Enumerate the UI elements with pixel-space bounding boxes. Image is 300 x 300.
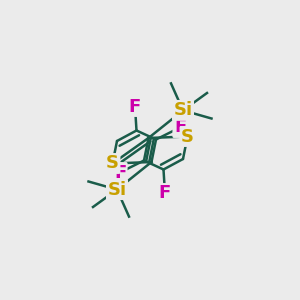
Text: F: F (159, 184, 171, 202)
Text: F: F (129, 98, 141, 116)
Text: S: S (181, 128, 194, 146)
Text: S: S (106, 154, 119, 172)
Text: F: F (114, 164, 126, 181)
Text: Si: Si (173, 101, 193, 119)
Text: Si: Si (107, 181, 127, 199)
Text: F: F (174, 118, 186, 136)
